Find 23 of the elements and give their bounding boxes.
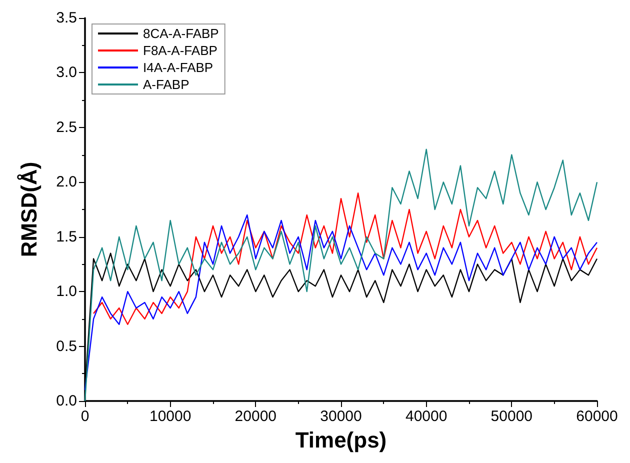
y-tick-label: 0.5 — [56, 338, 77, 355]
x-tick-label: 0 — [80, 408, 90, 425]
legend-label: 8CA-A-FABP — [143, 26, 219, 41]
x-tick-label: 40000 — [405, 408, 448, 425]
y-tick-label: 0.0 — [56, 392, 77, 410]
x-tick-label: 20000 — [234, 408, 277, 425]
y-tick-label: 1.5 — [56, 228, 77, 246]
x-tick-label: 50000 — [490, 408, 533, 425]
y-tick-label: 1.0 — [56, 283, 77, 300]
legend-label: F8A-A-FABP — [143, 43, 218, 58]
y-tick-label: 2.5 — [56, 118, 77, 136]
y-tick-label: 2.0 — [56, 174, 77, 191]
line-series — [84, 214, 598, 391]
legend-label: A-FABP — [143, 77, 190, 92]
legend-label: I4A-A-FABP — [143, 60, 214, 75]
x-tick-label: 60000 — [576, 408, 618, 425]
line-series — [92, 192, 598, 325]
x-axis-title: Time(ps) — [295, 428, 387, 452]
y-axis-title: RMSD(Å) — [16, 162, 42, 258]
y-tick-label: 3.5 — [56, 10, 77, 26]
x-tick-label: 10000 — [149, 408, 192, 425]
y-tick-label: 3.0 — [56, 64, 77, 82]
x-tick-label: 30000 — [320, 408, 362, 425]
